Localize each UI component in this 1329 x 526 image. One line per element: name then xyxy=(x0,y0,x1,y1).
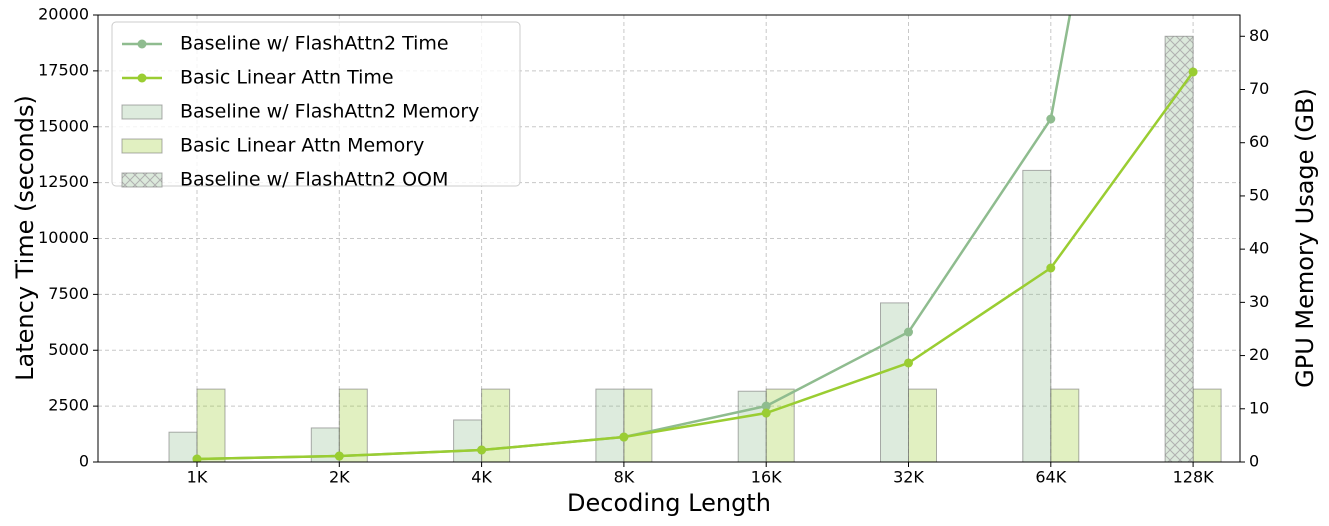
lines xyxy=(192,15,1198,462)
point xyxy=(334,451,344,461)
y-tick-label: 20000 xyxy=(38,5,89,24)
x-tick-label: 64K xyxy=(1035,468,1066,487)
bar xyxy=(453,419,483,463)
y-tick-label: 7500 xyxy=(48,284,89,303)
bar xyxy=(880,302,909,463)
legend-label: Baseline w/ FlashAttn2 OOM xyxy=(180,169,448,191)
y-tick-label: 15000 xyxy=(38,116,89,135)
x-tick-label: 32K xyxy=(893,468,924,487)
y2-tick-label: 30 xyxy=(1249,292,1269,311)
legend-marker xyxy=(137,39,147,49)
legend-label: Baseline w/ FlashAttn2 Memory xyxy=(180,101,479,123)
y-tick-label: 2500 xyxy=(48,396,89,415)
y2-tick-label: 70 xyxy=(1249,79,1269,98)
point xyxy=(192,454,202,462)
y2-tick-label: 10 xyxy=(1249,398,1269,417)
legend-label: Basic Linear Attn Memory xyxy=(180,135,424,157)
oom-bar xyxy=(1164,35,1194,463)
line xyxy=(196,71,1195,461)
y2-axis-label: GPU Memory Usage (GB) xyxy=(1291,88,1319,388)
legend-patch xyxy=(121,138,163,154)
point xyxy=(761,401,771,411)
y-axis-label: Latency Time (seconds) xyxy=(11,95,39,381)
legend: Baseline w/ FlashAttn2 Time Basic Linear … xyxy=(111,21,521,191)
legend-label: Baseline w/ FlashAttn2 Time xyxy=(180,33,449,55)
x-tick-label: 8K xyxy=(614,468,635,487)
legend-label: Basic Linear Attn Time xyxy=(180,67,394,89)
y2-tick-label: 0 xyxy=(1249,452,1259,471)
x-tick-label: 16K xyxy=(751,468,782,487)
y-tick-label: 10000 xyxy=(38,228,89,247)
y-tick-label: 17500 xyxy=(38,60,89,79)
bar xyxy=(908,388,937,463)
x-tick-label: 2K xyxy=(329,468,350,487)
point xyxy=(1046,263,1056,273)
legend-marker xyxy=(137,73,147,83)
y2-tick-label: 80 xyxy=(1249,26,1269,45)
legend-patch xyxy=(121,104,163,120)
axes: 0 2500 5000 7500 10000 12500 15000 17500 20000 0 1… xyxy=(38,5,1269,487)
point xyxy=(904,327,913,337)
bar xyxy=(1022,169,1052,463)
bar xyxy=(196,388,226,463)
x-tick-label: 128K xyxy=(1173,468,1215,487)
bar xyxy=(623,388,653,463)
bar xyxy=(338,388,368,463)
point xyxy=(1046,114,1056,124)
point xyxy=(477,445,487,455)
y2-tick-label: 50 xyxy=(1249,185,1269,204)
x-tick-label: 1K xyxy=(187,468,208,487)
point xyxy=(904,358,913,368)
legend-box xyxy=(111,21,521,187)
x-axis-label: Decoding Length xyxy=(567,489,771,517)
point xyxy=(1188,67,1198,77)
legend-patch xyxy=(121,172,163,188)
x-tick-label: 4K xyxy=(471,468,492,487)
point xyxy=(619,432,629,442)
y2-tick-label: 20 xyxy=(1249,345,1269,364)
y-tick-label: 5000 xyxy=(48,340,89,359)
bar xyxy=(765,388,795,463)
bar xyxy=(1192,388,1222,463)
y-tick-label: 12500 xyxy=(38,172,89,191)
bar xyxy=(737,390,767,463)
bar xyxy=(1050,388,1080,463)
point xyxy=(761,408,771,418)
y2-tick-label: 60 xyxy=(1249,132,1269,151)
bar xyxy=(595,388,625,463)
y2-tick-label: 40 xyxy=(1249,239,1269,258)
y-tick-label: 0 xyxy=(79,452,89,471)
